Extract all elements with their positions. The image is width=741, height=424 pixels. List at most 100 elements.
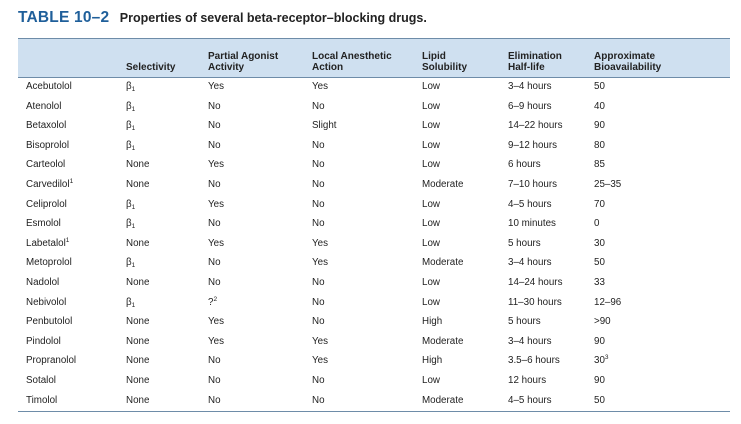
cell-drug: Bisoprolol [26, 140, 69, 152]
selectivity-value: β [126, 139, 132, 151]
bioavailability-value: 50 [594, 81, 605, 92]
cell-bioavailability: >90 [594, 316, 611, 328]
cell-lipid-solubility: Low [422, 237, 440, 249]
drug-name: Acebutolol [26, 81, 72, 92]
cell-selectivity: β1 [126, 199, 135, 211]
cell-lipid-solubility: Low [422, 139, 440, 151]
drug-name: Atenolol [26, 100, 62, 112]
header-line: Half-life [508, 62, 545, 73]
cell-bioavailability: 90 [594, 375, 605, 387]
cell-local-anesthetic: No [312, 218, 325, 230]
cell-bioavailability: 90 [594, 336, 605, 348]
cell-half-life: 14–22 hours [508, 120, 563, 132]
selectivity-subscript: 1 [131, 86, 136, 93]
selectivity-value: None [126, 355, 150, 367]
partial-agonist-value: Yes [208, 237, 224, 249]
selectivity-value: None [126, 316, 150, 328]
table-row: Atenolol β1 No No Low 6–9 hours 40 [18, 98, 730, 118]
partial-agonist-value: No [208, 120, 221, 132]
selectivity-value: None [126, 394, 150, 406]
cell-drug: Propranolol [26, 355, 76, 367]
cell-bioavailability: 12–96 [594, 297, 621, 309]
table-footnote: 1 [18, 418, 318, 424]
selectivity-value: None [126, 374, 150, 386]
bioavailability-value: 85 [594, 159, 605, 171]
cell-partial-agonist: Yes [208, 159, 224, 171]
cell-local-anesthetic: No [312, 139, 325, 151]
header-lipid-solubility: Lipid Solubility [422, 51, 467, 73]
bioavailability-value: 30 [594, 355, 605, 367]
cell-bioavailability: 303 [594, 355, 609, 367]
cell-drug: Penbutolol [26, 316, 72, 328]
header-line: Action [312, 62, 344, 73]
table-row: Metoprolol β1 No Yes Moderate 3–4 hours 50 [18, 254, 730, 274]
selectivity-subscript: 1 [131, 144, 136, 152]
header-line: Bioavailability [594, 62, 662, 73]
cell-bioavailability: 85 [594, 159, 605, 171]
cell-selectivity: β1 [126, 297, 135, 309]
cell-lipid-solubility: Moderate [422, 178, 464, 190]
cell-partial-agonist: No [208, 375, 221, 387]
cell-selectivity: None [126, 336, 149, 348]
selectivity-value: β [126, 296, 132, 308]
cell-partial-agonist: No [208, 218, 221, 230]
bioavailability-value: 90 [594, 120, 605, 132]
cell-partial-agonist: Yes [208, 199, 224, 211]
cell-local-anesthetic: No [312, 296, 325, 308]
cell-selectivity: β1 [126, 101, 135, 113]
cell-half-life: 4–5 hours [508, 394, 552, 406]
bioavailability-value: 50 [594, 257, 605, 269]
drug-name: Nadolol [26, 276, 60, 288]
cell-lipid-solubility: Low [422, 198, 440, 210]
drug-name: Carteolol [26, 159, 66, 171]
cell-drug: Labetalol1 [26, 237, 69, 250]
drug-name: Carvedilol [26, 178, 70, 190]
cell-bioavailability: 0 [594, 218, 599, 230]
partial-agonist-value: Yes [208, 81, 224, 92]
cell-local-anesthetic: No [312, 198, 325, 210]
table-row: Nebivolol β1 ?2 No Low 11–30 hours 12–96 [18, 294, 730, 314]
cell-partial-agonist: Yes [208, 316, 224, 328]
bioavailability-value: 12–96 [594, 296, 622, 308]
cell-local-anesthetic: Yes [312, 335, 328, 347]
cell-bioavailability: 50 [594, 81, 605, 93]
cell-lipid-solubility: High [422, 355, 443, 367]
partial-agonist-value: Yes [208, 159, 224, 171]
cell-half-life: 3–4 hours [508, 81, 552, 92]
table-row: Timolol None No No Moderate 4–5 hours 50 [18, 392, 730, 412]
drug-properties-table: Selectivity Partial Agonist Activity Local … [18, 38, 730, 413]
cell-drug: Sotalol [26, 375, 56, 387]
cell-selectivity: None [126, 159, 149, 171]
cell-partial-agonist: No [208, 355, 221, 367]
cell-selectivity: β1 [126, 257, 135, 269]
cell-half-life: 14–24 hours [508, 276, 563, 288]
footnote-ref: 2 [213, 295, 218, 303]
selectivity-subscript: 1 [131, 262, 136, 270]
bioavailability-value: 70 [594, 198, 605, 210]
selectivity-value: β [126, 120, 132, 132]
table-row: Carvedilol1 None No No Moderate 7–10 hours 25–… [18, 176, 730, 196]
bioavailability-value: 50 [594, 394, 605, 406]
table-row: Propranolol None No Yes High 3.5–6 hours 303 [18, 352, 730, 372]
cell-half-life: 3–4 hours [508, 257, 552, 269]
partial-agonist-value: Yes [208, 316, 224, 328]
selectivity-subscript: 1 [131, 223, 136, 231]
cell-lipid-solubility: Low [422, 296, 440, 308]
partial-agonist-value: No [208, 218, 221, 230]
bioavailability-value: 30 [594, 237, 605, 249]
cell-selectivity: None [126, 395, 149, 407]
cell-selectivity: β1 [126, 140, 135, 152]
cell-bioavailability: 80 [594, 140, 605, 152]
cell-half-life: 4–5 hours [508, 198, 552, 210]
bioavailability-value: >90 [594, 316, 611, 328]
table-row: Esmolol β1 No No Low 10 minutes 0 [18, 215, 730, 235]
drug-name: Metoprolol [26, 257, 72, 269]
cell-selectivity: β1 [126, 120, 135, 132]
cell-drug: Carvedilol1 [26, 178, 73, 191]
cell-selectivity: None [126, 238, 149, 250]
drug-name: Bisoprolol [26, 139, 70, 151]
cell-lipid-solubility: Low [422, 100, 440, 112]
header-partial-agonist: Partial Agonist Activity [208, 51, 278, 73]
cell-drug: Nebivolol [26, 297, 66, 309]
cell-selectivity: None [126, 355, 149, 367]
